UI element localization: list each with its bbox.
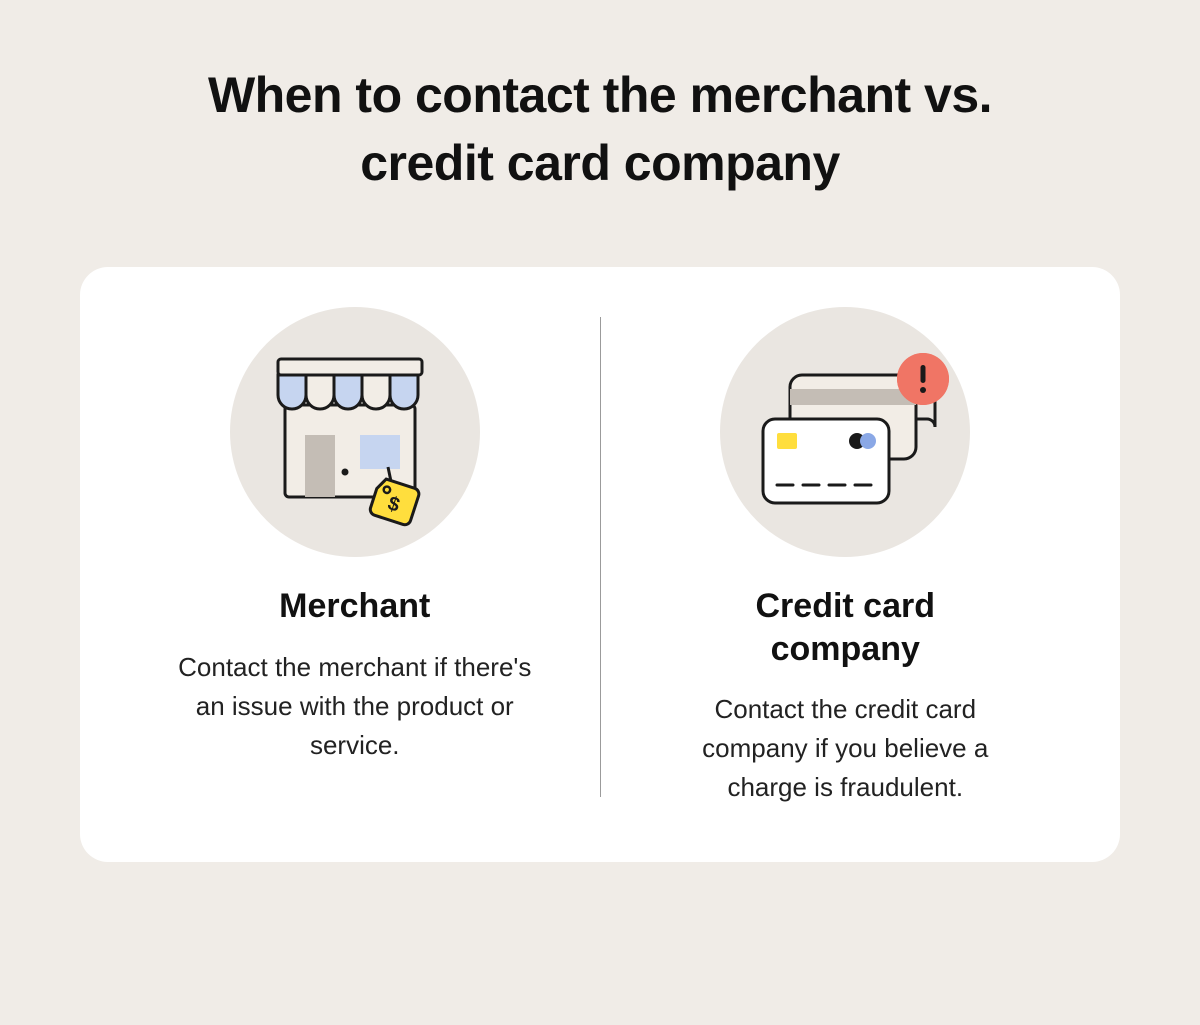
page-title: When to contact the merchant vs. credit … <box>150 62 1050 197</box>
credit-card-column: Credit card company Contact the credit c… <box>601 307 1091 807</box>
page: When to contact the merchant vs. credit … <box>0 0 1200 1025</box>
credit-card-alert-icon <box>735 327 955 537</box>
merchant-column: $ Merchant Contact the merchant if there… <box>110 307 600 807</box>
merchant-icon-circle: $ <box>230 307 480 557</box>
credit-card-heading: Credit card company <box>685 585 1005 670</box>
merchant-body: Contact the merchant if there's an issue… <box>170 648 540 765</box>
credit-card-body: Contact the credit card company if you b… <box>660 690 1030 807</box>
storefront-icon: $ <box>250 327 460 537</box>
comparison-card: $ Merchant Contact the merchant if there… <box>80 267 1120 862</box>
merchant-heading: Merchant <box>279 585 430 628</box>
credit-card-icon-circle <box>720 307 970 557</box>
